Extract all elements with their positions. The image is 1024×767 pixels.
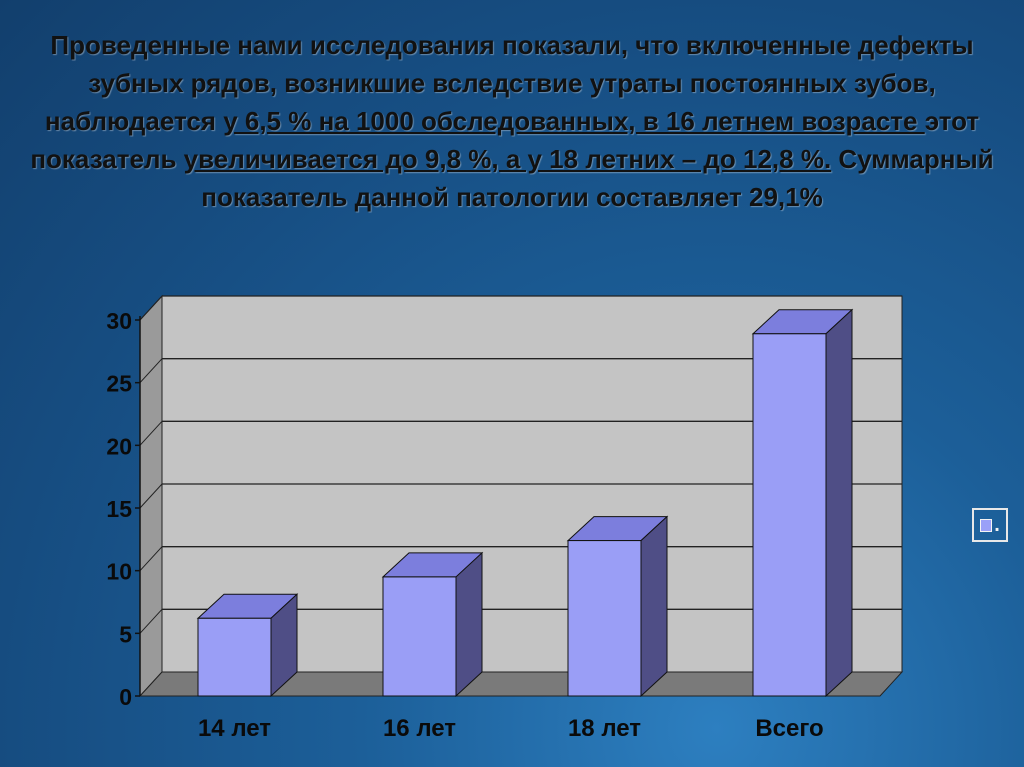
y-tick-label-2: 10 [106, 559, 132, 585]
gridline-side-2 [139, 546, 163, 572]
x-tick-label-2: 18 лет [568, 715, 641, 742]
gridline-side-4 [139, 420, 163, 446]
bar-2 [567, 540, 642, 697]
legend-swatch-icon [980, 518, 993, 532]
y-tick-label-0: 0 [119, 684, 132, 710]
title-part-0: Проведенные нами исследования показали, … [44, 30, 974, 136]
gridline-side-3 [139, 483, 163, 509]
legend-label: . [994, 513, 1000, 536]
title-part-2: этот показатель [30, 106, 980, 174]
gridline-side-6 [139, 295, 163, 321]
title-part-1: у 6,5 % на 1000 обследованных, в 16 летн… [223, 106, 925, 136]
y-tick-label-5: 25 [106, 371, 132, 397]
y-tick-label-6: 30 [106, 308, 132, 334]
legend: . [972, 508, 1008, 542]
y-tick-label-3: 15 [106, 496, 132, 522]
bar-side-1 [455, 551, 483, 698]
title-part-3: увеличивается до 9,8 %, а у 18 летних – … [183, 144, 832, 174]
bar-side-2 [640, 515, 668, 698]
x-tick-label-3: Всего [755, 715, 823, 742]
bar-side-3 [825, 308, 853, 698]
gridline-side-5 [139, 358, 163, 384]
x-tick-label-1: 16 лет [383, 715, 456, 742]
bar-1 [382, 576, 457, 697]
y-tick-label-1: 5 [119, 621, 132, 647]
slide-title: Проведенные нами исследования показали, … [20, 26, 1004, 216]
title-part-4: Суммарный показатель данной патологии со… [201, 144, 994, 212]
x-tick-label-0: 14 лет [198, 715, 271, 742]
y-tick-label-4: 20 [106, 433, 132, 459]
gridline-side-1 [139, 608, 163, 634]
bar-0 [197, 617, 272, 697]
bar-3 [752, 333, 827, 697]
